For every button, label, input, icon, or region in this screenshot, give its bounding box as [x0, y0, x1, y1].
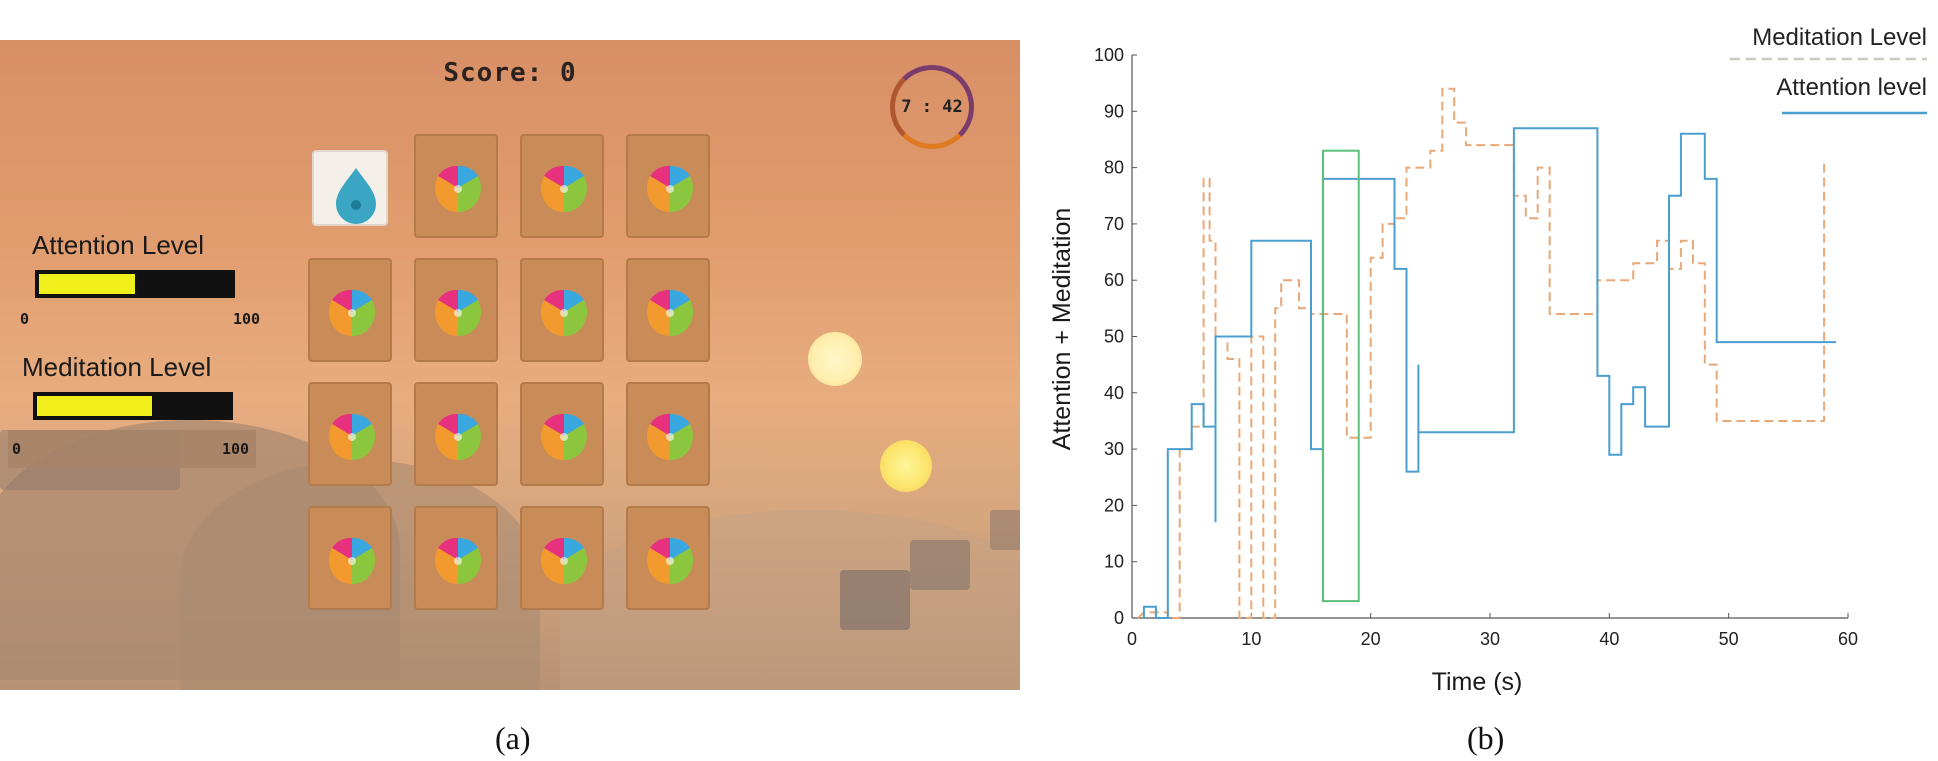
- x-axis-label: Time (s): [1432, 668, 1523, 696]
- attention-level-label: Attention Level: [32, 230, 205, 260]
- sun-large: [808, 332, 862, 386]
- series-line-meditation: [1137, 87, 1826, 619]
- attention-min-label: 0: [20, 310, 30, 328]
- attention-max-label: 100: [233, 310, 261, 328]
- chart-annotations: [1321, 149, 1360, 603]
- puzzle-brain-icon: [647, 537, 693, 585]
- puzzle-brain-icon: [435, 537, 481, 585]
- timer-text: 7 : 42: [901, 97, 963, 117]
- highlight-rectangle: [1321, 149, 1360, 603]
- puzzle-brain-icon: [541, 289, 587, 337]
- memory-card[interactable]: [414, 134, 498, 238]
- meditation-min-label: 0: [12, 440, 22, 458]
- memory-card[interactable]: [414, 506, 498, 610]
- x-tick-label: 30: [1480, 629, 1500, 649]
- y-tick-label: 50: [1104, 327, 1124, 347]
- y-tick-label: 90: [1104, 101, 1124, 121]
- memory-card[interactable]: [414, 382, 498, 486]
- puzzle-brain-icon: [541, 165, 587, 213]
- attention-level-fill: [39, 274, 135, 294]
- revealed-memory-card[interactable]: [312, 150, 388, 226]
- y-tick-label: 70: [1104, 214, 1124, 234]
- memory-card[interactable]: [626, 506, 710, 610]
- puzzle-brain-icon: [541, 413, 587, 461]
- memory-card[interactable]: [414, 258, 498, 362]
- caption-b: (b): [1467, 720, 1505, 756]
- background-building: [910, 540, 970, 590]
- memory-card[interactable]: [626, 258, 710, 362]
- meditation-max-label: 100: [222, 440, 250, 458]
- sun-small: [880, 440, 932, 492]
- puzzle-brain-icon: [435, 413, 481, 461]
- countdown-timer: 7 : 42: [890, 65, 974, 149]
- memory-card[interactable]: [520, 134, 604, 238]
- chart-series: [1137, 87, 1837, 619]
- memory-card[interactable]: [626, 382, 710, 486]
- x-tick-label: 0: [1127, 629, 1137, 649]
- puzzle-brain-icon: [647, 289, 693, 337]
- meditation-level-fill: [37, 396, 153, 416]
- puzzle-brain-icon: [329, 413, 375, 461]
- game-screen: Score: 0 7 : 42 Attention Level 0 100 Me…: [0, 40, 1020, 690]
- meditation-level-label: Meditation Level: [22, 352, 212, 382]
- meditation-level-bar: [33, 392, 233, 420]
- memory-card[interactable]: [308, 258, 392, 362]
- memory-card[interactable]: [520, 382, 604, 486]
- x-tick-label: 40: [1599, 629, 1619, 649]
- x-tick-label: 20: [1361, 629, 1381, 649]
- meter-underlay: [8, 430, 256, 468]
- puzzle-brain-icon: [435, 289, 481, 337]
- puzzle-brain-icon: [329, 537, 375, 585]
- legend-label: Meditation Level: [1752, 24, 1927, 51]
- background-building: [990, 510, 1020, 550]
- memory-card[interactable]: [520, 258, 604, 362]
- score-display: Score: 0: [443, 58, 577, 88]
- y-tick-label: 30: [1104, 439, 1124, 459]
- memory-card[interactable]: [308, 506, 392, 610]
- puzzle-brain-icon: [647, 165, 693, 213]
- attention-level-bar: [35, 270, 235, 298]
- puzzle-brain-icon: [435, 165, 481, 213]
- y-tick-label: 20: [1104, 495, 1124, 515]
- y-tick-label: 40: [1104, 383, 1124, 403]
- y-tick-label: 60: [1104, 270, 1124, 290]
- puzzle-brain-icon: [329, 289, 375, 337]
- legend-label: Attention level: [1776, 74, 1927, 101]
- chart-legend: Meditation Level Attention level: [1730, 24, 1927, 115]
- y-axis-label: Attention + Meditation: [1048, 208, 1076, 451]
- attention-meditation-chart: 0 10 20 30 40 50 60 70 80 90 100 0 10 20 30 40 50 60 Time…: [1048, 24, 1927, 696]
- memory-card[interactable]: [626, 134, 710, 238]
- chart-axes: 0 10 20 30 40 50 60 70 80 90 100 0 10 20 30 40 50 60: [1094, 45, 1858, 649]
- caption-a: (a): [495, 720, 531, 756]
- puzzle-brain-icon: [541, 537, 587, 585]
- y-tick-label: 10: [1104, 552, 1124, 572]
- memory-card[interactable]: [308, 382, 392, 486]
- water-drop-icon: [336, 168, 376, 224]
- x-tick-label: 60: [1838, 629, 1858, 649]
- y-tick-label: 80: [1104, 158, 1124, 178]
- y-tick-label: 100: [1094, 45, 1124, 65]
- series-line-attention: [1142, 127, 1837, 619]
- y-tick-label: 0: [1114, 608, 1124, 628]
- x-tick-label: 10: [1241, 629, 1261, 649]
- x-tick-label: 50: [1719, 629, 1739, 649]
- memory-card[interactable]: [520, 506, 604, 610]
- puzzle-brain-icon: [647, 413, 693, 461]
- background-building: [840, 570, 910, 630]
